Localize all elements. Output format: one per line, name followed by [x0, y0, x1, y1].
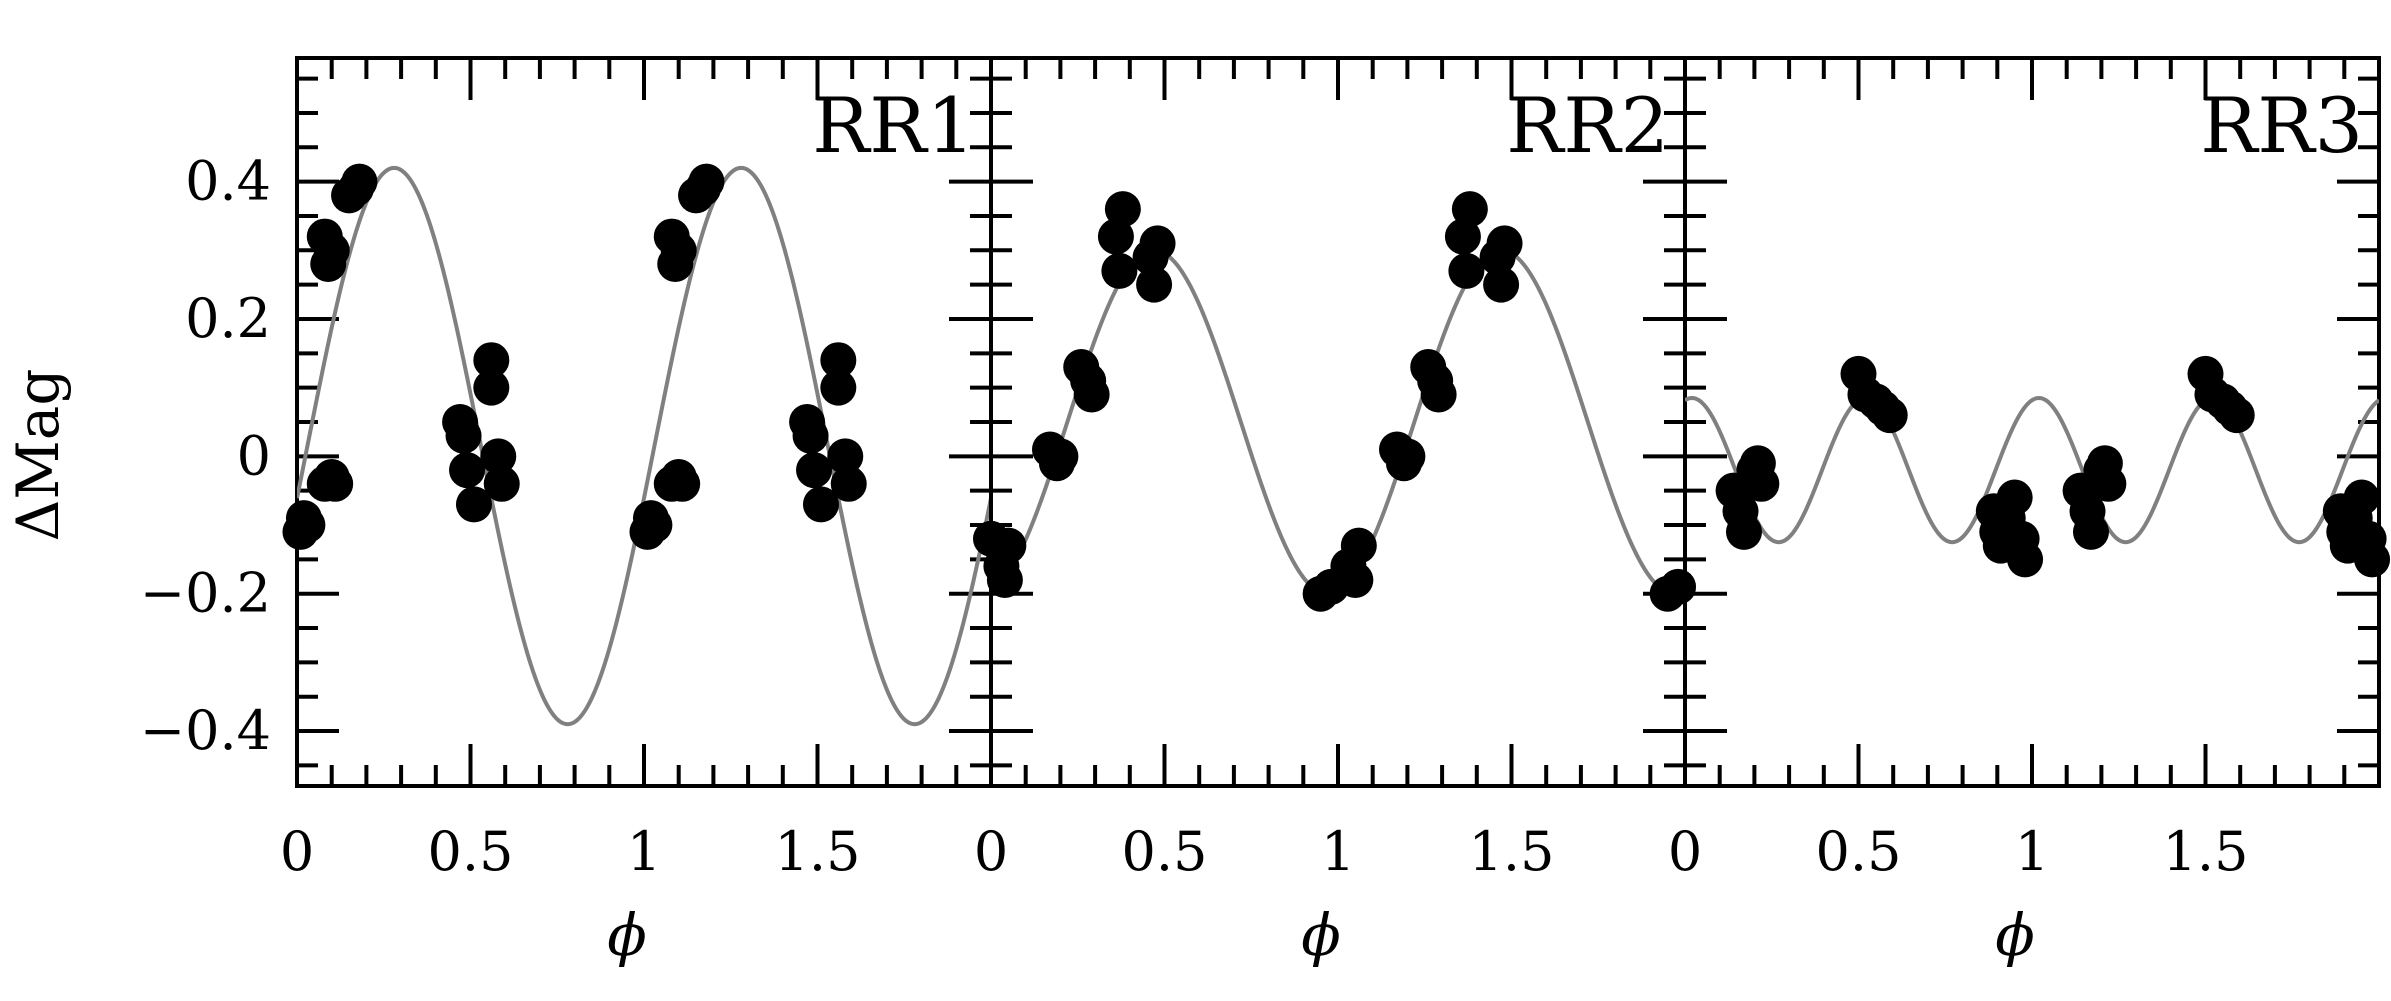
panel-rr3: 0 0.5 1 1.5 ϕ RR3: [1668, 56, 2391, 969]
data-point: [445, 417, 482, 454]
data-point: [1337, 561, 1374, 598]
data-point: [455, 486, 492, 523]
data-point: [1451, 191, 1488, 228]
x-tick-label: 0: [974, 820, 1008, 883]
data-point: [449, 452, 486, 489]
data-point: [480, 438, 517, 475]
data-point: [1996, 479, 2033, 516]
data-point: [310, 246, 347, 283]
x-axis-label: ϕ: [607, 901, 647, 969]
y-tick-label: −0.2: [140, 562, 271, 625]
data-point: [1448, 252, 1485, 289]
data-point: [657, 246, 694, 283]
data-point: [2072, 513, 2109, 550]
plot-area: [991, 248, 1685, 596]
x-tick-label: 1.5: [2163, 820, 2249, 883]
data-point: [341, 163, 378, 200]
y-tick-label: 0: [237, 424, 271, 487]
data-point: [2007, 541, 2044, 578]
data-point: [827, 438, 864, 475]
data-point: [1444, 218, 1481, 255]
model-curve: [297, 165, 991, 727]
model-curve: [991, 248, 1685, 596]
data-point: [289, 507, 326, 544]
x-tick-label: 1.5: [775, 820, 861, 883]
data-point: [986, 561, 1023, 598]
data-point: [473, 369, 510, 406]
data-point: [1104, 191, 1141, 228]
y-tick-label: 0.4: [185, 150, 271, 213]
panel-rr2: 0 0.5 1 1.5 ϕ RR2: [973, 56, 1697, 969]
data-point: [1420, 376, 1457, 413]
data-point: [636, 507, 673, 544]
panel-title: RR2: [1506, 81, 1669, 170]
x-tick-label: 1.5: [1469, 820, 1555, 883]
data-point: [483, 465, 520, 502]
y-tick-label: 0.2: [185, 287, 271, 350]
data-point: [317, 465, 354, 502]
x-tick-label: 0: [280, 820, 314, 883]
x-axis-label: ϕ: [1995, 901, 2035, 969]
panel-title: RR1: [812, 81, 975, 170]
data-point: [1871, 397, 1908, 434]
panel-rr1: −0.4 −0.2 0 0.2 0.4 0 0.5 1 1.5 ϕ RR1: [140, 56, 993, 969]
x-tick-label: 1: [1321, 820, 1355, 883]
data-point: [2218, 397, 2255, 434]
x-tick-label: 0.5: [1122, 820, 1208, 883]
data-point: [1483, 266, 1520, 303]
data-point: [1073, 376, 1110, 413]
data-point: [1101, 252, 1138, 289]
data-point: [664, 465, 701, 502]
data-point: [688, 163, 725, 200]
x-tick-label: 0: [1668, 820, 1702, 883]
data-point: [2354, 541, 2391, 578]
data-point: [1097, 218, 1134, 255]
plot-area: [1685, 395, 2379, 545]
data-point: [1660, 568, 1697, 605]
x-tick-label: 1: [627, 820, 661, 883]
y-tick-label: −0.4: [140, 699, 271, 762]
data-point: [473, 342, 510, 379]
data-point: [1139, 225, 1176, 262]
x-tick-label: 0.5: [428, 820, 514, 883]
data-point: [1743, 465, 1780, 502]
data-point: [1486, 225, 1523, 262]
data-point: [1340, 527, 1377, 564]
data-point: [2343, 479, 2380, 516]
data-point: [820, 342, 857, 379]
data-point: [1389, 438, 1426, 475]
data-point: [1725, 513, 1762, 550]
x-axis-label: ϕ: [1301, 901, 1341, 969]
data-point: [820, 369, 857, 406]
x-tick-label: 1: [2015, 820, 2049, 883]
x-tick-label: 0.5: [1816, 820, 1902, 883]
panel-title: RR3: [2200, 81, 2363, 170]
data-point: [796, 452, 833, 489]
data-point: [1042, 438, 1079, 475]
plot-area: [297, 165, 991, 727]
data-point: [990, 527, 1027, 564]
model-curve: [1685, 395, 2379, 545]
data-point: [792, 417, 829, 454]
y-axis-label: ΔMag: [4, 369, 72, 542]
data-point: [2090, 465, 2127, 502]
data-point: [830, 465, 867, 502]
data-point: [1136, 266, 1173, 303]
data-point: [802, 486, 839, 523]
